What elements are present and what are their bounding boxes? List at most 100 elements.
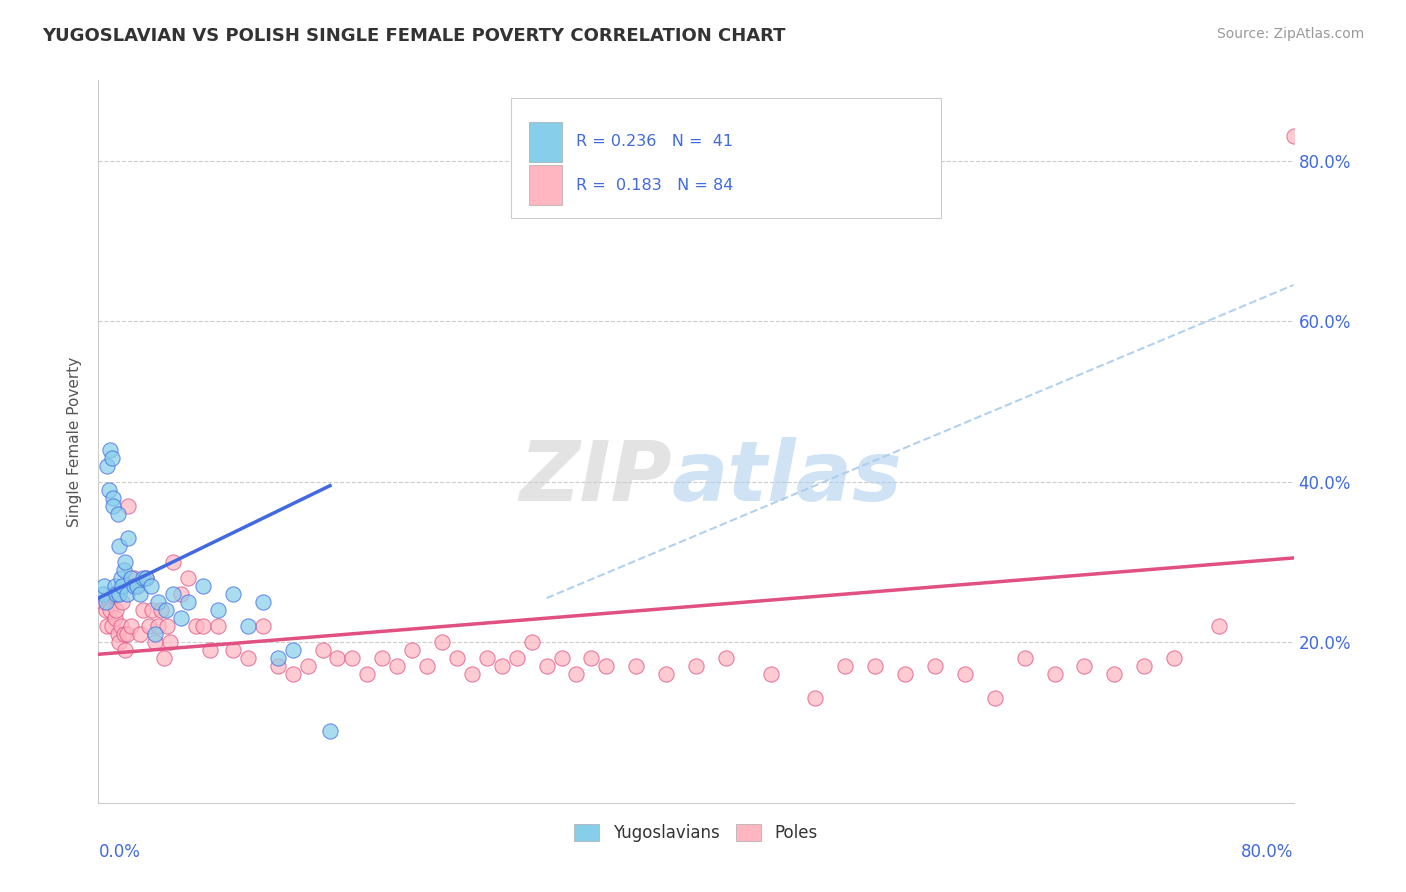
Text: 0.0%: 0.0% bbox=[98, 843, 141, 861]
Point bbox=[342, 651, 364, 665]
Point bbox=[132, 603, 155, 617]
Point bbox=[536, 659, 558, 673]
Point bbox=[107, 507, 129, 521]
Point bbox=[1133, 659, 1156, 673]
Point bbox=[103, 499, 125, 513]
Point bbox=[356, 667, 378, 681]
Point bbox=[129, 627, 152, 641]
Text: Source: ZipAtlas.com: Source: ZipAtlas.com bbox=[1216, 27, 1364, 41]
Point bbox=[96, 458, 118, 473]
Point bbox=[416, 659, 439, 673]
FancyBboxPatch shape bbox=[510, 98, 941, 218]
Point bbox=[491, 659, 513, 673]
Point bbox=[236, 619, 259, 633]
Point bbox=[115, 627, 138, 641]
Point bbox=[91, 595, 114, 609]
Point bbox=[177, 595, 200, 609]
Point bbox=[1014, 651, 1036, 665]
Point bbox=[155, 603, 177, 617]
Point bbox=[141, 603, 163, 617]
Point bbox=[401, 643, 423, 657]
Point bbox=[96, 619, 118, 633]
Point bbox=[319, 723, 342, 738]
Point bbox=[1163, 651, 1185, 665]
Point bbox=[177, 571, 200, 585]
Point bbox=[148, 595, 170, 609]
Point bbox=[112, 563, 135, 577]
Point bbox=[135, 571, 157, 585]
Point bbox=[371, 651, 394, 665]
Point bbox=[104, 579, 127, 593]
Point bbox=[430, 635, 453, 649]
Point bbox=[326, 651, 349, 665]
Point bbox=[252, 619, 274, 633]
FancyBboxPatch shape bbox=[529, 165, 562, 205]
Point bbox=[111, 579, 134, 593]
Point bbox=[461, 667, 484, 681]
Point bbox=[103, 587, 125, 601]
Point bbox=[97, 595, 120, 609]
Point bbox=[169, 611, 191, 625]
Point bbox=[520, 635, 543, 649]
Text: YUGOSLAVIAN VS POLISH SINGLE FEMALE POVERTY CORRELATION CHART: YUGOSLAVIAN VS POLISH SINGLE FEMALE POVE… bbox=[42, 27, 786, 45]
Point bbox=[159, 635, 181, 649]
Point bbox=[834, 659, 856, 673]
Text: ZIP: ZIP bbox=[519, 437, 672, 518]
Point bbox=[655, 667, 678, 681]
Point bbox=[103, 491, 125, 505]
Point bbox=[108, 635, 131, 649]
Point bbox=[595, 659, 617, 673]
Text: 80.0%: 80.0% bbox=[1241, 843, 1294, 861]
Text: R = 0.236   N =  41: R = 0.236 N = 41 bbox=[576, 134, 734, 149]
Legend: Yugoslavians, Poles: Yugoslavians, Poles bbox=[568, 817, 824, 848]
Point bbox=[714, 651, 737, 665]
Point bbox=[191, 619, 214, 633]
Point bbox=[1073, 659, 1095, 673]
Point bbox=[385, 659, 409, 673]
Point bbox=[94, 595, 117, 609]
Point bbox=[191, 579, 214, 593]
Point bbox=[267, 659, 290, 673]
Y-axis label: Single Female Poverty: Single Female Poverty bbox=[67, 357, 83, 526]
Point bbox=[124, 579, 146, 593]
Point bbox=[143, 627, 166, 641]
Point bbox=[446, 651, 468, 665]
Point bbox=[894, 667, 917, 681]
Point bbox=[101, 450, 124, 465]
Point bbox=[104, 611, 127, 625]
Point bbox=[924, 659, 946, 673]
Point bbox=[222, 643, 245, 657]
Point bbox=[565, 667, 588, 681]
Point bbox=[153, 651, 176, 665]
Point bbox=[1282, 129, 1305, 144]
Point bbox=[135, 571, 157, 585]
Point bbox=[550, 651, 572, 665]
Point bbox=[108, 587, 131, 601]
Point bbox=[150, 603, 173, 617]
Point bbox=[110, 571, 132, 585]
Point bbox=[120, 571, 142, 585]
Point bbox=[1104, 667, 1126, 681]
Point bbox=[98, 442, 122, 457]
Point bbox=[281, 667, 304, 681]
Point bbox=[138, 619, 160, 633]
Point bbox=[1043, 667, 1066, 681]
Point bbox=[252, 595, 274, 609]
Point bbox=[115, 587, 138, 601]
Point bbox=[127, 579, 149, 593]
Point bbox=[101, 619, 124, 633]
Point bbox=[207, 619, 229, 633]
Point bbox=[91, 587, 114, 601]
Point bbox=[117, 531, 139, 545]
Point bbox=[759, 667, 782, 681]
Text: R =  0.183   N = 84: R = 0.183 N = 84 bbox=[576, 178, 734, 193]
Point bbox=[139, 579, 162, 593]
Point bbox=[94, 603, 117, 617]
Point bbox=[105, 603, 128, 617]
Point bbox=[311, 643, 333, 657]
Point bbox=[114, 555, 136, 569]
Point bbox=[143, 635, 166, 649]
Point bbox=[169, 587, 191, 601]
Point bbox=[207, 603, 229, 617]
Point bbox=[581, 651, 603, 665]
